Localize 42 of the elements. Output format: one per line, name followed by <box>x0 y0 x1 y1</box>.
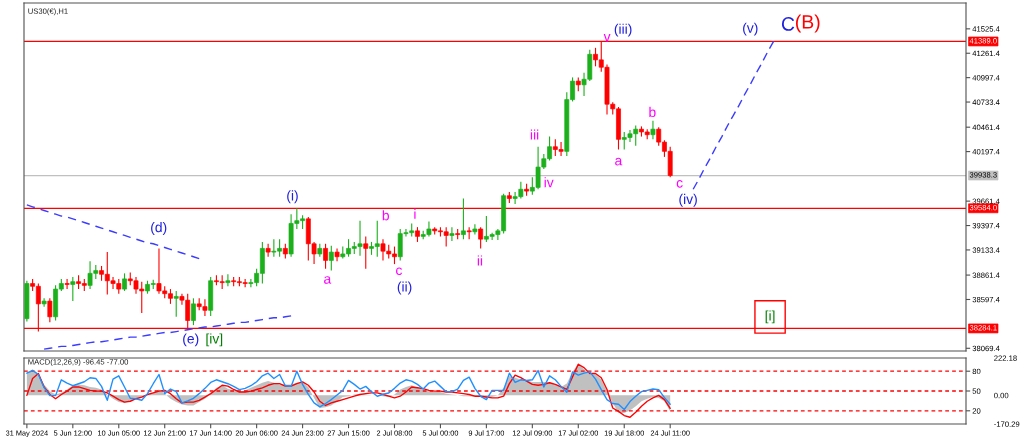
candlestick <box>47 297 53 323</box>
candlestick <box>334 247 340 262</box>
line-series <box>26 369 671 411</box>
annotation: b <box>382 210 390 221</box>
candlestick <box>472 223 478 236</box>
annotation: (B) <box>795 14 820 33</box>
candlestick <box>328 245 334 272</box>
annotation: (d) <box>151 222 167 235</box>
annotation: a <box>324 276 332 284</box>
annotation: a <box>615 157 623 166</box>
annotation: (ii) <box>397 281 412 295</box>
candlestick <box>478 226 484 249</box>
annotation: b <box>649 106 656 118</box>
line-series <box>26 204 200 260</box>
annotation: v <box>603 34 611 42</box>
annotation: ii <box>477 255 483 266</box>
annotation: c <box>676 180 683 188</box>
candlestick <box>265 243 271 258</box>
candlestick <box>460 197 466 240</box>
candlestick <box>363 235 369 270</box>
candlestick <box>191 297 196 326</box>
candlestick <box>449 226 455 242</box>
annotation: C <box>781 17 795 31</box>
annotation: [iv] <box>206 333 223 347</box>
candlestick <box>225 273 231 287</box>
candlestick <box>650 120 656 140</box>
candlestick <box>323 243 328 270</box>
candlestick <box>173 290 179 318</box>
annotation: i <box>414 208 416 219</box>
annotation: iii <box>530 129 539 140</box>
candlestick <box>64 278 70 290</box>
annotation: (iii) <box>614 23 632 37</box>
annotation: (e) <box>183 333 199 347</box>
line-series <box>43 315 292 350</box>
annotation: [i] <box>765 310 775 324</box>
annotation: (i) <box>287 190 298 204</box>
annotation: c <box>396 267 403 276</box>
candlestick <box>70 276 76 302</box>
annotation: iv <box>544 177 554 188</box>
line-series <box>692 40 775 190</box>
annotation: (v) <box>743 22 758 36</box>
annotation: (iv) <box>679 193 697 207</box>
